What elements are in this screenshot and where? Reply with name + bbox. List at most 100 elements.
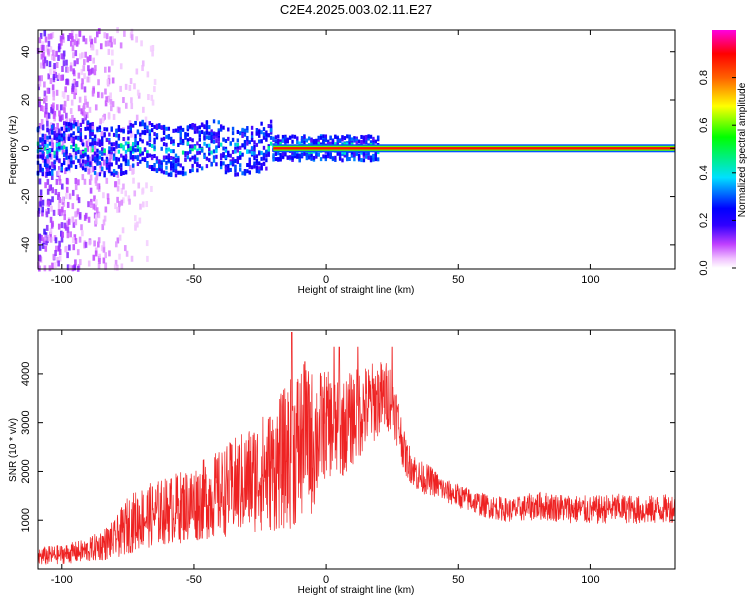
spectrogram-cell xyxy=(250,151,254,156)
spectrogram-cell xyxy=(46,143,49,148)
spectrogram-cell xyxy=(200,123,204,128)
spectrogram-cell xyxy=(47,40,51,47)
spectrogram-cell xyxy=(137,92,141,99)
spectrogram-cell xyxy=(57,169,60,176)
spectrogram-cell xyxy=(92,57,95,64)
spectrogram-cell xyxy=(241,171,244,176)
spectrogram-cell xyxy=(72,148,75,153)
spectrogram-cell xyxy=(239,167,242,172)
spectrogram-cell xyxy=(77,149,80,154)
spectrogram-cell xyxy=(43,162,47,167)
spectrogram-cell xyxy=(42,236,46,243)
spectrogram-cell xyxy=(61,206,64,213)
spectrogram-cell xyxy=(55,133,59,138)
spectrogram-cell xyxy=(85,140,89,147)
spectrogram-cell xyxy=(58,110,61,117)
colorbar-tick-label: 0.2 xyxy=(698,213,710,228)
spectrogram-cell xyxy=(78,212,82,219)
spectrogram-cell xyxy=(215,149,218,154)
spectrogram-cell xyxy=(255,142,259,147)
spectrogram-cell xyxy=(367,155,370,160)
spectrogram-cell xyxy=(39,195,43,202)
spectrogram-cell xyxy=(262,156,266,161)
spectrogram-cell xyxy=(136,147,140,152)
spectrogram-cell xyxy=(109,98,113,105)
spectrogram-cell xyxy=(122,144,125,149)
spectrogram-cell xyxy=(110,162,113,167)
spectrogram-frame xyxy=(37,29,676,270)
spectrogram-cell xyxy=(265,132,268,137)
spectrogram-cell xyxy=(177,155,180,160)
spectrogram-cell xyxy=(48,153,52,158)
spectrogram-cell xyxy=(236,148,240,153)
spectrogram-cell xyxy=(66,252,69,259)
spectrogram-cell xyxy=(184,135,187,140)
spectrogram-cell xyxy=(234,172,237,177)
spectrogram-cell xyxy=(49,68,52,75)
spectrogram-cell xyxy=(134,148,137,153)
spectrogram-cell xyxy=(262,161,266,166)
spectrogram-cell xyxy=(47,157,50,164)
spectrogram-cell xyxy=(53,130,56,135)
spectrogram-cell xyxy=(112,172,116,177)
y-tick-label: 4000 xyxy=(20,362,32,386)
spectrogram-cell xyxy=(210,135,213,140)
spectrogram-cell xyxy=(317,141,320,146)
spectrogram-cell xyxy=(42,59,45,66)
spectrogram-cell xyxy=(374,157,377,162)
spectrogram-cell xyxy=(267,133,270,138)
spectrogram-cell xyxy=(327,139,330,144)
spectrogram-cell xyxy=(50,161,54,168)
spectrogram-cell xyxy=(67,124,71,129)
spectrogram-cell xyxy=(108,250,111,257)
spectrogram-cell xyxy=(139,132,142,137)
spectrogram-cell xyxy=(74,86,78,93)
spectrogram-cell xyxy=(87,69,91,76)
spectrogram-cell xyxy=(222,152,225,157)
spectrogram-cell xyxy=(116,206,119,213)
spectrogram-cell xyxy=(217,130,220,135)
spectrogram-cell xyxy=(243,145,247,150)
spectrogram-cell xyxy=(260,156,263,161)
spectrogram-cell xyxy=(117,206,121,213)
spectrogram-cell xyxy=(87,168,90,175)
spectrogram-cell xyxy=(103,148,106,153)
spectrogram-cell xyxy=(135,114,139,121)
spectrogram-cell xyxy=(160,137,163,142)
spectrogram-cell xyxy=(262,127,266,132)
spectrogram-cell xyxy=(191,123,194,128)
spectrogram-cell xyxy=(248,157,251,162)
spectrogram-cell xyxy=(70,133,73,138)
spectrogram-cell xyxy=(89,68,93,75)
spectrogram-cell xyxy=(87,65,90,72)
spectrogram-cell xyxy=(215,132,218,137)
spectrogram-cell xyxy=(84,95,87,102)
spectrogram-cell xyxy=(243,143,247,148)
spectrogram-cell xyxy=(148,129,152,134)
spectrogram-cell xyxy=(365,134,368,139)
spectrogram-cell xyxy=(54,189,58,196)
spectrogram-cell xyxy=(65,121,68,126)
spectrogram-cell xyxy=(122,197,125,204)
spectrogram-cell xyxy=(102,257,106,264)
spectrogram-cell xyxy=(229,141,232,146)
spectrogram-cell xyxy=(92,166,95,173)
spectrogram-cell xyxy=(279,141,282,146)
spectrogram-cell xyxy=(37,210,40,217)
spectrogram-cell xyxy=(74,219,78,226)
spectrogram-cell xyxy=(51,32,55,39)
spectrogram-cell xyxy=(205,143,209,148)
spectrogram-cell xyxy=(258,151,261,156)
spectrogram-cell xyxy=(191,138,194,143)
spectrogram-cell xyxy=(66,232,70,239)
spectrogram-cell xyxy=(39,163,42,168)
spectrogram-cell xyxy=(191,144,194,149)
spectrogram-cell xyxy=(91,90,95,97)
spectrogram-cell xyxy=(106,79,110,86)
spectrogram-cell xyxy=(324,157,328,162)
spectrogram-cell xyxy=(198,133,201,138)
spectrogram-cell xyxy=(215,139,218,144)
spectrogram-cell xyxy=(74,164,78,169)
spectrogram-cell xyxy=(72,124,75,129)
spectrogram-cell xyxy=(134,120,137,125)
